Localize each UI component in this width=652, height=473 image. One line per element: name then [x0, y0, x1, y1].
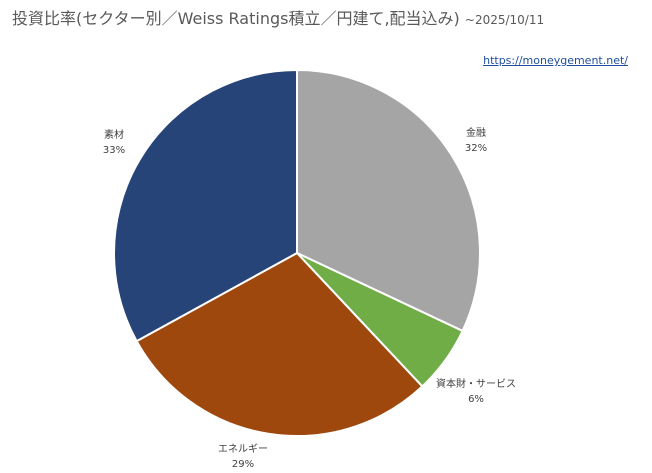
chart-title-date: ~2025/10/11 — [464, 13, 545, 27]
slice-percent-label: 29% — [232, 459, 254, 470]
chart-title-main: 投資比率(セクター別／Weiss Ratings積立／円建て,配当込み) — [12, 9, 460, 28]
source-link[interactable]: https://moneygement.net/ — [483, 54, 628, 67]
slice-percent-label: 33% — [103, 145, 125, 156]
chart-title: 投資比率(セクター別／Weiss Ratings積立／円建て,配当込み) ~20… — [12, 5, 544, 29]
slice-percent-label: 6% — [468, 394, 484, 405]
pie-slice-3 — [135, 251, 424, 437]
pie-slice-1 — [296, 68, 481, 333]
slice-category-label: 資本財・サービス — [436, 377, 516, 390]
slice-category-label: 金融 — [466, 126, 486, 139]
pie-slice-4 — [113, 68, 298, 343]
slice-category-label: エネルギー — [218, 443, 268, 455]
slice-percent-label: 32% — [465, 143, 487, 154]
slice-category-label: 素材 — [104, 128, 124, 141]
